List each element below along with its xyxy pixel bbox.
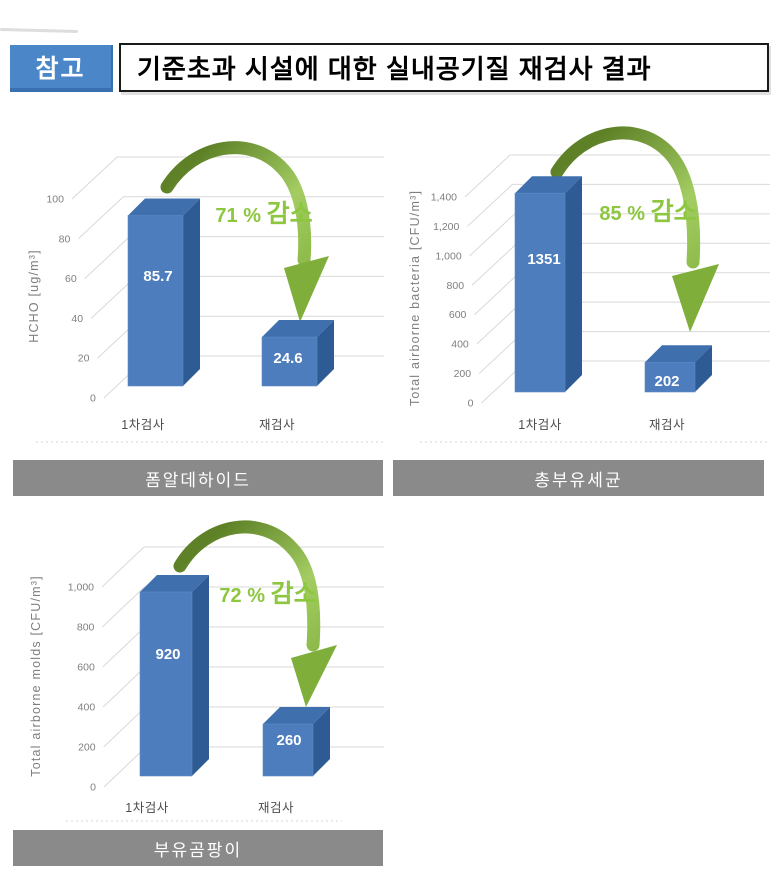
bar-front-face bbox=[644, 361, 696, 393]
decrease-arrow-icon bbox=[550, 126, 701, 269]
caption-bacteria: 총부유세균 bbox=[393, 460, 764, 496]
caption-formaldehyde: 폼알데하이드 bbox=[13, 460, 383, 496]
y-tick-label: 0 bbox=[468, 398, 474, 410]
y-tick-label: 100 bbox=[46, 194, 64, 206]
bar-value-label: 1351 bbox=[527, 251, 560, 268]
header-badge: 참고 bbox=[10, 45, 113, 92]
header-badge-label: 참고 bbox=[35, 54, 86, 83]
decrease-arrow-icon bbox=[173, 520, 321, 652]
bar-side-face bbox=[565, 176, 582, 392]
y-tick-label: 800 bbox=[447, 280, 465, 292]
gridline bbox=[71, 156, 384, 200]
decrease-annotation: 71 % 감소 bbox=[215, 200, 312, 228]
bar-top-face bbox=[140, 575, 209, 592]
bar-side-face bbox=[192, 575, 209, 776]
decrease-arrow-icon bbox=[160, 141, 312, 267]
bar-1: 85.7 bbox=[127, 198, 200, 387]
category-label: 1차검사 bbox=[125, 801, 168, 815]
bar-1: 920 bbox=[139, 575, 209, 777]
bar-front-face bbox=[139, 591, 193, 777]
y-tick-label: 1,000 bbox=[68, 582, 94, 594]
header-title-box: 기준초과 시설에 대한 실내공기질 재검사 결과 bbox=[119, 43, 769, 92]
chart-molds: 0 200 400 600 800 1,000 Total airborne molds [… bbox=[29, 520, 384, 822]
bar-top-face bbox=[645, 345, 712, 363]
page-title: 기준초과 시설에 대한 실내공기질 재검사 결과 bbox=[137, 54, 652, 84]
y-tick-label: 200 bbox=[78, 742, 96, 754]
bar-value-label: 202 bbox=[654, 373, 679, 390]
y-tick-label: 1,400 bbox=[431, 192, 457, 204]
bar-value-label: 24.6 bbox=[273, 350, 302, 367]
category-label: 1차검사 bbox=[518, 418, 561, 432]
y-tick-label: 400 bbox=[78, 702, 96, 714]
chart-formaldehyde: 0 20 40 60 80 100 HCHO [ug/m³] 85.7 1차검사 24.6 재검사 7… bbox=[27, 141, 384, 443]
category-label: 재검사 bbox=[649, 418, 685, 432]
y-tick-label: 600 bbox=[77, 662, 95, 674]
category-label: 1차검사 bbox=[121, 418, 164, 432]
bar-2: 24.6 bbox=[261, 320, 334, 387]
bar-front-face bbox=[514, 192, 566, 393]
bar-front-face bbox=[261, 336, 318, 387]
bar-top-face bbox=[128, 198, 200, 216]
y-tick-label: 1,000 bbox=[435, 250, 461, 262]
y-axis-title: Total airborne bacteria [CFU/m³] bbox=[408, 190, 422, 406]
caption-label: 부유곰팡이 bbox=[153, 840, 243, 860]
caption-molds: 부유곰팡이 bbox=[13, 830, 383, 866]
bar-2: 202 bbox=[644, 345, 712, 393]
y-axis-title: Total airborne molds [CFU/m³] bbox=[29, 575, 43, 777]
y-tick-label: 600 bbox=[449, 309, 467, 321]
bar-1: 1351 bbox=[514, 176, 582, 393]
bar-side-face bbox=[313, 707, 330, 776]
bar-front-face bbox=[127, 215, 184, 387]
y-tick-label: 1,200 bbox=[433, 221, 459, 233]
bar-value-label: 85.7 bbox=[143, 268, 172, 285]
decrease-annotation: 72 % 감소 bbox=[219, 580, 316, 608]
caption-label: 총부유세균 bbox=[534, 470, 623, 490]
bar-top-face bbox=[262, 320, 334, 338]
y-tick-label: 800 bbox=[77, 622, 95, 634]
y-tick-label: 400 bbox=[451, 339, 469, 351]
decrease-arrow-head-icon bbox=[672, 264, 719, 332]
bar-side-face bbox=[183, 198, 200, 386]
bar-value-label: 920 bbox=[155, 646, 180, 663]
category-label: 재검사 bbox=[259, 418, 295, 432]
y-tick-label: 0 bbox=[90, 393, 96, 405]
bar-side-face bbox=[317, 320, 334, 386]
y-tick-label: 200 bbox=[454, 368, 472, 380]
decrease-arrow-head-icon bbox=[291, 645, 337, 707]
bar-2: 260 bbox=[262, 707, 330, 777]
bar-top-face bbox=[515, 176, 582, 194]
category-label: 재검사 bbox=[258, 801, 294, 815]
gridline bbox=[464, 154, 770, 198]
y-axis-title: HCHO [ug/m³] bbox=[27, 249, 41, 343]
bar-value-label: 260 bbox=[276, 732, 301, 749]
decrease-arrow-head-icon bbox=[284, 256, 329, 322]
bar-side-face bbox=[695, 345, 712, 392]
bar-front-face bbox=[262, 723, 314, 777]
decrease-annotation: 85 % 감소 bbox=[599, 198, 696, 226]
y-tick-label: 0 bbox=[90, 782, 96, 794]
y-tick-label: 60 bbox=[65, 273, 77, 285]
chart-bacteria: 0 200 400 600 800 1,000 1,200 1,400 Total airbor… bbox=[408, 126, 770, 443]
gridline bbox=[101, 546, 384, 588]
caption-label: 폼알데하이드 bbox=[145, 470, 251, 490]
y-tick-label: 20 bbox=[78, 353, 90, 365]
y-tick-label: 80 bbox=[59, 233, 71, 245]
bar-top-face bbox=[263, 707, 330, 724]
y-tick-label: 40 bbox=[71, 313, 83, 325]
